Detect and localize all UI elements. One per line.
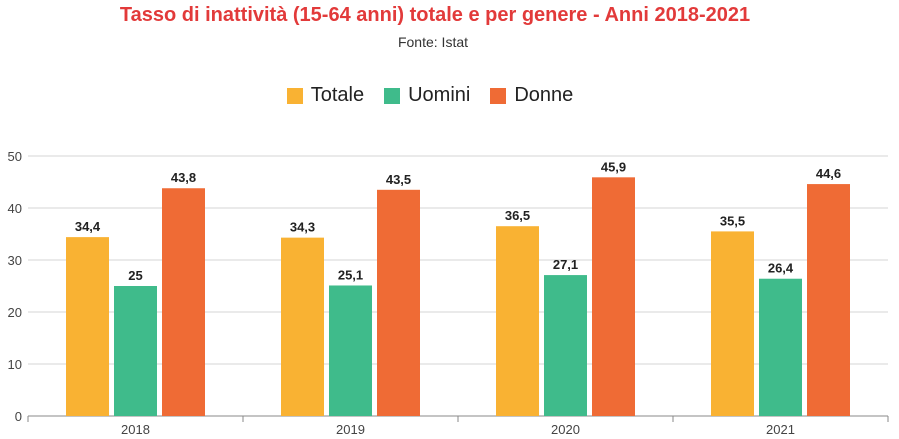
data-label: 44,6 xyxy=(816,166,841,181)
bar-donne xyxy=(162,188,205,416)
y-tick-label: 0 xyxy=(15,409,22,424)
bar-totale xyxy=(66,237,109,416)
data-label: 45,9 xyxy=(601,159,626,174)
x-tick-label: 2020 xyxy=(551,422,580,437)
data-label: 43,8 xyxy=(171,170,196,185)
y-tick-label: 20 xyxy=(8,305,22,320)
legend-swatch-uomini xyxy=(384,87,401,104)
data-label: 25,1 xyxy=(338,267,363,282)
legend-swatch-totale xyxy=(286,87,303,104)
legend-item-totale: Totale xyxy=(286,84,365,107)
chart-title: Tasso di inattività (15-64 anni) totale … xyxy=(119,4,751,26)
legend-item-donne: Donne xyxy=(490,84,573,107)
chart-subtitle: Fonte: Istat xyxy=(397,34,469,50)
data-label: 25 xyxy=(128,268,142,283)
chart-legend: Totale Uomini Donne xyxy=(0,84,860,107)
bar-totale xyxy=(496,226,539,416)
bar-uomini xyxy=(759,278,802,416)
y-tick-label: 30 xyxy=(8,253,22,268)
bar-donne xyxy=(377,189,420,416)
data-label: 43,5 xyxy=(386,172,411,187)
data-label: 26,4 xyxy=(768,261,794,276)
bar-totale xyxy=(711,231,754,416)
y-tick-label: 40 xyxy=(8,201,22,216)
bar-uomini xyxy=(544,275,587,416)
legend-label-totale: Totale xyxy=(310,84,365,106)
legend-label-uomini: Uomini xyxy=(408,84,471,106)
bar-donne xyxy=(807,184,850,416)
bar-donne xyxy=(592,177,635,416)
x-tick-label: 2021 xyxy=(766,422,795,437)
data-label: 35,5 xyxy=(720,213,745,228)
data-label: 36,5 xyxy=(505,208,530,223)
data-label: 34,3 xyxy=(290,220,315,235)
data-label: 34,4 xyxy=(75,219,101,234)
x-tick-label: 2019 xyxy=(336,422,365,437)
data-label: 27,1 xyxy=(553,257,578,272)
bar-totale xyxy=(281,237,324,416)
bar-uomini xyxy=(114,286,157,416)
legend-item-uomini: Uomini xyxy=(384,84,470,107)
legend-label-donne: Donne xyxy=(514,84,574,106)
x-tick-label: 2018 xyxy=(121,422,150,437)
y-tick-label: 10 xyxy=(8,357,22,372)
y-tick-label: 50 xyxy=(8,149,22,164)
bar-uomini xyxy=(329,285,372,416)
legend-swatch-donne xyxy=(490,87,507,104)
